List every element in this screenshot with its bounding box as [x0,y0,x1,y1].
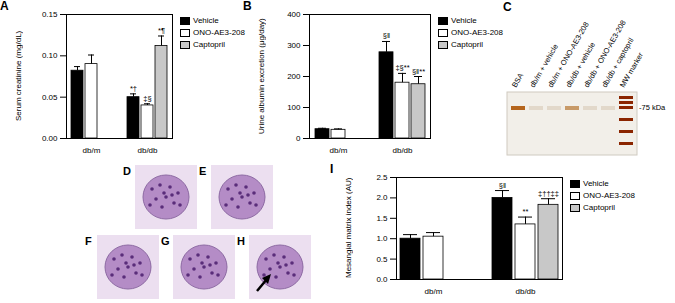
svg-text:C: C [503,0,512,14]
svg-text:§‖**: §‖** [412,67,425,76]
html-text:Vehicle: Vehicle [193,16,219,25]
svg-text:300: 300 [287,41,301,50]
svg-text:2.0: 2.0 [376,193,388,202]
svg-text:0.00: 0.00 [42,134,58,143]
svg-text:0.5: 0.5 [376,255,388,264]
html-text:B: B [243,0,252,13]
svg-text:0: 0 [296,134,301,143]
html-text:Captopril: Captopril [451,40,483,49]
html-text:Captopril: Captopril [583,203,615,212]
svg-text:db/m: db/m [83,146,101,155]
html-text:Urine albumin excretion (μg/da: Urine albumin excretion (μg/day) [257,18,266,134]
svg-text:0.0: 0.0 [376,275,388,284]
svg-text:§‖: §‖ [383,31,390,40]
svg-text:db/db: db/db [515,287,536,296]
svg-text:0.10: 0.10 [42,51,58,60]
svg-text:1.5: 1.5 [376,214,388,223]
svg-text:db/m + vehicle: db/m + vehicle [527,42,560,89]
html-text:E: E [199,165,207,177]
html-text:I: I [330,162,334,176]
svg-text:db/m: db/m [330,146,348,155]
svg-text:db/db + captopril: db/db + captopril [599,36,636,89]
svg-text:‡§: ‡§ [143,94,151,103]
html-text:F: F [85,235,92,247]
svg-text:0.05: 0.05 [42,93,58,102]
svg-text:db/m: db/m [425,287,443,296]
html-text:H: H [237,235,245,247]
svg-text:‡††‡‡: ‡††‡‡ [538,189,559,198]
svg-text:db/db + ONO-AE3-208: db/db + ONO-AE3-208 [581,18,628,89]
html-text:ONO-AE3-208: ONO-AE3-208 [193,28,245,37]
html-text:A: A [0,0,9,13]
svg-text:§‖: §‖ [499,181,506,190]
svg-text:0.15: 0.15 [42,10,58,19]
svg-text:200: 200 [287,72,301,81]
svg-text:100: 100 [287,103,301,112]
svg-text:400: 400 [287,10,301,19]
html-text:Vehicle: Vehicle [451,16,477,25]
html-text:D: D [123,165,131,177]
html-text:Mesangial matrix index (AU): Mesangial matrix index (AU) [344,177,353,279]
svg-text:BSA: BSA [510,71,525,89]
html-text:ONO-AE3-208: ONO-AE3-208 [583,191,635,200]
svg-text:MW marker: MW marker [618,51,645,89]
svg-text:‡§**: ‡§** [395,63,409,72]
html-text:Vehicle: Vehicle [583,179,609,188]
svg-text:-75 kDa: -75 kDa [639,103,666,112]
svg-text:*¶: *¶ [158,26,165,35]
svg-text:1.0: 1.0 [376,234,388,243]
html-text:G: G [161,235,170,247]
svg-text:2.5: 2.5 [376,173,388,182]
svg-text:db/m + ONO-AE3-208: db/m + ONO-AE3-208 [545,20,591,89]
html-text:Serum creatinine (mg/dL): Serum creatinine (mg/dL) [14,30,23,122]
svg-text:db/db: db/db [392,146,413,155]
svg-text:**: ** [523,207,529,216]
html-text:ONO-AE3-208: ONO-AE3-208 [451,28,503,37]
svg-text:db/db: db/db [137,146,158,155]
svg-text:db/db + vehicle: db/db + vehicle [563,40,598,89]
svg-text:*†: *† [130,84,137,93]
html-text:Captopril: Captopril [193,40,225,49]
